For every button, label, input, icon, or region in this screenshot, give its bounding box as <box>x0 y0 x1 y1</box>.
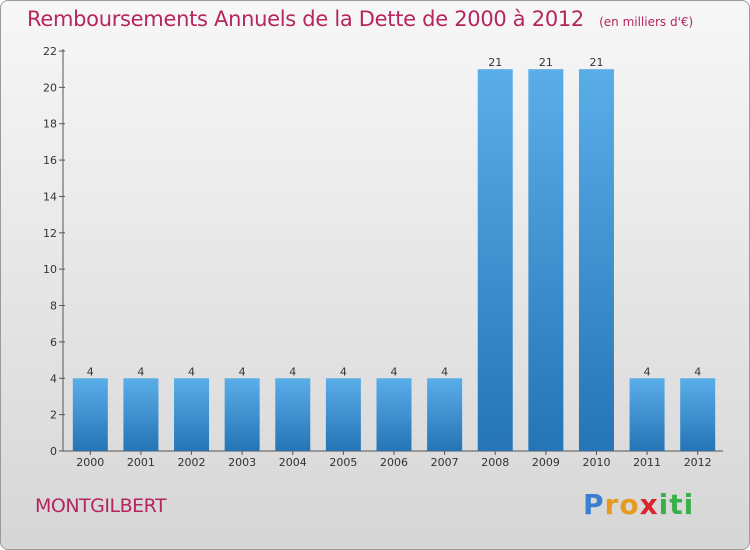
y-tick-label: 4 <box>50 372 57 385</box>
logo-letter: x <box>639 488 659 521</box>
chart-title-row: Remboursements Annuels de la Dette de 20… <box>27 7 693 31</box>
logo-letter: P <box>583 488 605 521</box>
x-tick-label-2004: 2004 <box>279 456 307 469</box>
bar-2011 <box>629 378 665 451</box>
data-label-2004: 4 <box>289 365 296 378</box>
bar-2003 <box>224 378 260 451</box>
y-tick-label: 18 <box>43 118 57 131</box>
x-tick-label-2008: 2008 <box>481 456 509 469</box>
bar-2001 <box>123 378 159 451</box>
data-label-2006: 4 <box>391 365 398 378</box>
logo-letter: i <box>658 488 670 521</box>
y-tick-label: 10 <box>43 263 57 276</box>
data-label-2001: 4 <box>137 365 144 378</box>
x-tick-label-2001: 2001 <box>127 456 155 469</box>
data-label-2007: 4 <box>441 365 448 378</box>
y-tick-label: 6 <box>50 336 57 349</box>
y-tick-label: 12 <box>43 227 57 240</box>
x-tick-label-2005: 2005 <box>329 456 357 469</box>
x-tick-label-2007: 2007 <box>431 456 459 469</box>
bar-2006 <box>376 378 412 451</box>
y-tick-label: 8 <box>50 300 57 313</box>
bar-2005 <box>325 378 361 451</box>
data-label-2009: 21 <box>539 56 553 69</box>
logo-letter: i <box>683 488 695 521</box>
data-label-2012: 4 <box>694 365 701 378</box>
data-label-2002: 4 <box>188 365 195 378</box>
data-label-2010: 21 <box>589 56 603 69</box>
bar-2007 <box>427 378 463 451</box>
x-tick-label-2012: 2012 <box>684 456 712 469</box>
data-label-2003: 4 <box>239 365 246 378</box>
bar-2012 <box>680 378 716 451</box>
y-tick-label: 0 <box>50 445 57 458</box>
x-tick-label-2010: 2010 <box>582 456 610 469</box>
bar-2004 <box>275 378 311 451</box>
bar-2008 <box>477 69 513 451</box>
chart-title: Remboursements Annuels de la Dette de 20… <box>27 7 584 31</box>
plot-area: 0 2 4 6 8 10 12 14 16 18 20 22 4 2000 4 2001 4 2002 4 2003 4… <box>43 45 723 469</box>
bar-2002 <box>174 378 210 451</box>
y-tick-label: 20 <box>43 81 57 94</box>
y-tick-label: 2 <box>50 409 57 422</box>
y-tick-label: 16 <box>43 154 57 167</box>
data-label-2008: 21 <box>488 56 502 69</box>
x-tick-label-2011: 2011 <box>633 456 661 469</box>
x-tick-label-2006: 2006 <box>380 456 408 469</box>
bar-2010 <box>578 69 614 451</box>
x-tick-label-2009: 2009 <box>532 456 560 469</box>
bar-2009 <box>528 69 564 451</box>
x-tick-label-2000: 2000 <box>76 456 104 469</box>
commune-name: MONTGILBERT <box>35 495 167 517</box>
logo-letter: o <box>619 488 640 521</box>
y-tick-label: 14 <box>43 190 57 203</box>
data-label-2005: 4 <box>340 365 347 378</box>
data-label-2011: 4 <box>644 365 651 378</box>
logo-letter: t <box>669 488 684 521</box>
bar-2000 <box>72 378 108 451</box>
y-tick-label: 22 <box>43 45 57 58</box>
x-tick-label-2002: 2002 <box>178 456 206 469</box>
data-label-2000: 4 <box>87 365 94 378</box>
logo-letter: r <box>604 488 620 521</box>
x-tick-label-2003: 2003 <box>228 456 256 469</box>
proxiti-logo: Proxiti <box>583 488 694 521</box>
chart-subtitle: (en milliers d'€) <box>599 15 694 29</box>
